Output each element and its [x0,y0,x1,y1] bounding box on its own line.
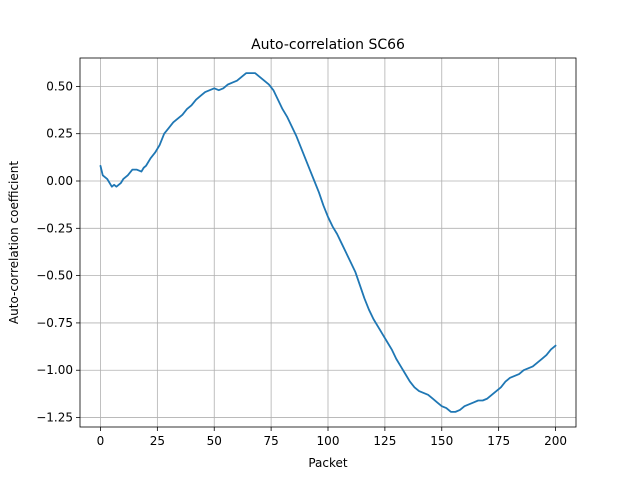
grid-layer [80,58,576,427]
x-tick-label: 200 [544,434,567,448]
x-tick-label: 125 [373,434,396,448]
series-line [99,72,557,413]
x-axis-label: Packet [308,456,348,470]
chart-title: Auto-correlation SC66 [251,37,405,53]
x-tick-label: 175 [487,434,510,448]
y-tick-label: 0.00 [46,174,73,188]
x-tick-label: 75 [263,434,278,448]
series-layer [99,72,557,413]
y-tick-label: 0.50 [46,79,73,93]
x-tick-label: 25 [150,434,165,448]
y-tick-label: −1.00 [36,363,73,377]
x-tick-label: 150 [430,434,453,448]
x-tick-label: 100 [317,434,340,448]
y-tick-label: −1.25 [36,411,73,425]
y-tick-label: −0.25 [36,221,73,235]
y-tick-label: 0.25 [46,127,73,141]
tick-layer: 0 25 50 75 100 125 150 175 200 0.50 0.25 0.00 −0.25 −… [36,79,567,448]
y-axis-label: Auto-correlation coefficient [7,161,21,324]
y-tick-label: −0.50 [36,269,73,283]
x-tick-label: 0 [97,434,105,448]
x-tick-label: 50 [207,434,222,448]
y-tick-label: −0.75 [36,316,73,330]
